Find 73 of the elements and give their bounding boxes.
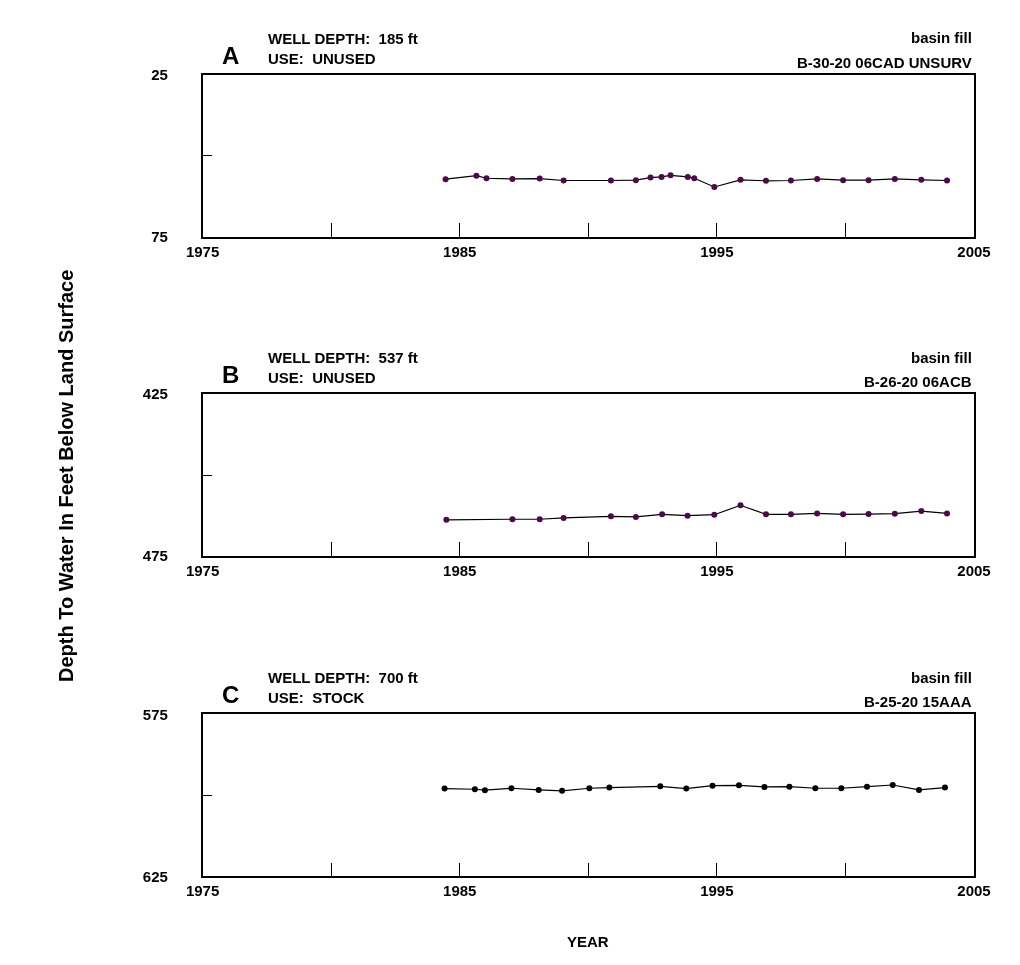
point — [814, 175, 821, 182]
point — [711, 183, 718, 190]
chart-title: A — [222, 42, 240, 69]
x-tick-label: 1985 — [443, 882, 477, 900]
point — [891, 510, 898, 517]
x-axis-title: YEAR — [567, 933, 609, 950]
y-tick-label: 425 — [142, 385, 168, 403]
text: basin fill — [911, 349, 972, 366]
point — [691, 175, 698, 182]
chart-subtitle: WELL DEPTH: 700 ft USE: STOCK — [268, 669, 418, 706]
point — [659, 511, 666, 518]
point — [865, 511, 872, 518]
text: B-30-20 06CAD UNSURV — [797, 54, 972, 71]
point — [737, 502, 744, 509]
point — [787, 177, 794, 184]
x-tick-label: 1995 — [700, 242, 734, 260]
x-tick-label: 1975 — [185, 242, 220, 260]
x-tick-label: 1985 — [443, 561, 477, 579]
point — [658, 173, 665, 180]
point — [607, 177, 614, 184]
x-tick-label: 2005 — [957, 561, 991, 579]
chart-subtitle: WELL DEPTH: 185 ft USE: UNUSED — [268, 30, 418, 67]
point — [891, 175, 898, 182]
x-tick-label: 2005 — [957, 882, 991, 900]
x-tick-label: 1975 — [185, 561, 220, 579]
point — [840, 177, 847, 184]
x-tick-label: 1995 — [700, 561, 734, 579]
y-tick-label: 475 — [142, 547, 168, 565]
y-axis-title: Depth To Water In Feet Below Land Surface — [54, 269, 77, 682]
point — [647, 174, 654, 181]
text: B-26-20 06ACB — [864, 373, 972, 390]
y-tick-label: 575 — [142, 705, 168, 723]
point — [762, 177, 769, 184]
point — [762, 511, 769, 518]
point — [711, 511, 718, 518]
x-tick-label: 1975 — [185, 882, 220, 900]
point — [536, 516, 543, 523]
point — [632, 177, 639, 184]
point — [684, 173, 691, 180]
point — [667, 172, 674, 179]
text: B-25-20 15AAA — [864, 693, 972, 710]
chart-title: C — [222, 681, 240, 708]
y-tick-label: 625 — [142, 867, 168, 885]
point — [865, 177, 872, 184]
point — [442, 176, 449, 183]
point — [840, 511, 847, 518]
point — [918, 176, 925, 183]
point — [483, 175, 490, 182]
point — [509, 175, 516, 182]
chart-subtitle: WELL DEPTH: 537 ft USE: UNUSED — [268, 349, 418, 386]
chart-title: B — [222, 361, 240, 388]
text: basin fill — [911, 29, 972, 46]
point — [607, 513, 614, 520]
x-tick-label: 1985 — [443, 242, 477, 260]
point — [509, 516, 516, 523]
x-tick-label: 2005 — [957, 242, 991, 260]
point — [560, 514, 567, 521]
point — [560, 177, 567, 184]
point — [632, 513, 639, 520]
text: basin fill — [911, 669, 972, 686]
point — [443, 516, 450, 523]
point — [814, 510, 821, 517]
point — [737, 176, 744, 183]
x-tick-label: 1995 — [700, 882, 734, 900]
point — [536, 175, 543, 182]
point — [918, 508, 925, 515]
point — [787, 511, 794, 518]
point — [944, 177, 950, 184]
point — [473, 172, 480, 179]
y-tick-label: 75 — [151, 228, 168, 246]
point — [684, 512, 691, 519]
y-tick-label: 25 — [151, 66, 168, 84]
point — [944, 510, 950, 517]
